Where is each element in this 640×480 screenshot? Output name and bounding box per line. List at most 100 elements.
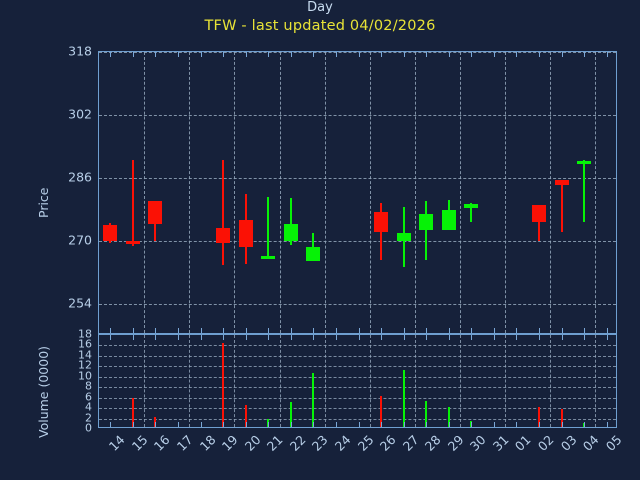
axis-tick [448, 52, 450, 57]
axis-tick [584, 335, 586, 340]
axis-tick [313, 335, 315, 340]
gridline-horizontal [99, 387, 616, 389]
axis-tick [223, 422, 225, 427]
volume-bar [131, 397, 134, 427]
candle-body [554, 180, 569, 185]
axis-tick [381, 422, 383, 427]
axis-tick [471, 52, 473, 57]
axis-tick [561, 422, 563, 427]
candle-body [419, 214, 434, 230]
gridline-horizontal [99, 397, 616, 399]
candle-wick [425, 200, 428, 261]
gridline-vertical [595, 335, 597, 427]
gridline-vertical [550, 52, 552, 333]
volume-bar [312, 372, 315, 427]
volume-bar [402, 369, 405, 427]
axis-tick [110, 422, 112, 427]
gridline-horizontal [99, 52, 616, 53]
volume-tick-label: 4 [85, 400, 92, 414]
axis-tick [539, 335, 541, 340]
axis-tick [539, 52, 541, 57]
axis-tick [268, 52, 270, 57]
volume-bar [244, 405, 247, 427]
axis-tick [448, 422, 450, 427]
candle-body [464, 203, 479, 209]
candlestick [441, 52, 456, 333]
gridline-vertical [279, 52, 281, 333]
axis-tick [403, 335, 405, 340]
axis-tick [177, 335, 179, 340]
price-y-tick-labels: 318 302 286 270 254 [36, 44, 92, 334]
gridline-vertical [460, 52, 462, 333]
candle-body [216, 228, 231, 244]
gridline-vertical [414, 52, 416, 333]
axis-tick [493, 328, 495, 333]
axis-tick [403, 328, 405, 333]
x-tick-labels: 14 15 16 17 18 19 20 21 22 23 24 25 26 27 28 29 30 31 01 02… [98, 428, 624, 476]
candle-wick [289, 198, 292, 245]
axis-tick [110, 328, 112, 333]
gridline-horizontal [99, 418, 616, 420]
axis-tick [223, 335, 225, 340]
axis-tick [313, 328, 315, 333]
candle-body [148, 201, 163, 225]
axis-tick [516, 328, 518, 333]
candlestick [374, 52, 389, 333]
axis-tick [177, 328, 179, 333]
volume-bar [538, 407, 541, 427]
axis-tick [426, 422, 428, 427]
volume-plot-panel [98, 334, 617, 428]
gridline-vertical [505, 52, 507, 333]
gridline-horizontal [99, 177, 616, 179]
axis-tick [313, 52, 315, 57]
gridline-vertical [234, 52, 236, 333]
axis-tick [606, 335, 608, 340]
gridline-horizontal [99, 355, 616, 357]
candle-body [441, 209, 456, 230]
axis-tick [223, 52, 225, 57]
axis-tick [110, 52, 112, 57]
axis-tick [381, 52, 383, 57]
volume-tick-label: 6 [85, 390, 92, 404]
volume-tick-label: 10 [78, 369, 92, 383]
gridline-horizontal [99, 114, 616, 116]
candle-body [396, 232, 411, 241]
gridline-horizontal [99, 366, 616, 368]
price-plot-area [99, 52, 616, 333]
axis-tick [381, 328, 383, 333]
candlestick [396, 52, 411, 333]
axis-tick [358, 328, 360, 333]
gridline-vertical [505, 335, 507, 427]
volume-tick-label: 14 [78, 348, 92, 362]
axis-tick [606, 422, 608, 427]
gridline-vertical [369, 52, 371, 333]
axis-tick [313, 422, 315, 427]
candlestick [261, 52, 276, 333]
axis-tick [290, 335, 292, 340]
price-tick-label: 254 [68, 295, 92, 311]
candlestick [532, 52, 546, 333]
axis-tick [561, 52, 563, 57]
axis-tick [245, 335, 247, 340]
axis-tick [155, 335, 157, 340]
axis-tick [268, 422, 270, 427]
axis-tick [132, 52, 134, 57]
candle-wick [222, 160, 225, 266]
axis-tick [132, 335, 134, 340]
axis-tick [493, 422, 495, 427]
candlestick [306, 52, 321, 333]
candle-wick [583, 159, 586, 222]
volume-tick-label: 18 [78, 327, 92, 341]
axis-tick [516, 422, 518, 427]
axis-tick [358, 422, 360, 427]
gridline-horizontal [99, 240, 616, 242]
axis-tick [403, 52, 405, 57]
axis-tick [539, 328, 541, 333]
axis-tick [290, 422, 292, 427]
candle-body [238, 220, 253, 247]
axis-tick [426, 335, 428, 340]
candlestick [216, 52, 231, 333]
axis-tick [403, 422, 405, 427]
axis-tick [200, 52, 202, 57]
